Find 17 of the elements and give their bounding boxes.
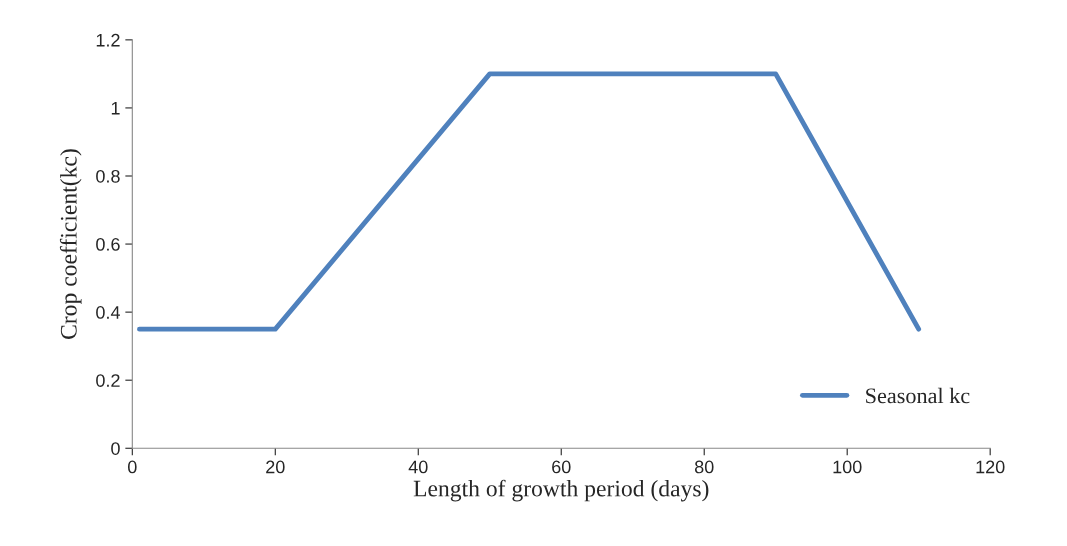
legend-label: Seasonal kc (866, 387, 970, 404)
y-tick-label: 0.4 (96, 306, 120, 319)
x-tick-label: 100 (833, 460, 862, 474)
x-tick-label: 20 (266, 460, 285, 474)
y-tick-label: 0.2 (96, 374, 120, 387)
y-tick-label: 0.8 (96, 169, 120, 183)
x-tick-label: 0 (127, 460, 137, 474)
x-axis-title: Length of growth period (days) (413, 479, 709, 502)
y-tick-label: 0.6 (96, 238, 120, 251)
x-tick-label: 40 (408, 460, 428, 474)
y-tick-label: 0 (111, 442, 120, 455)
x-tick-label: 60 (552, 460, 571, 474)
y-tick-label: 1.2 (96, 33, 120, 47)
x-tick-label: 80 (694, 460, 714, 474)
y-axis-title: Crop coefficient(kc) (59, 149, 82, 339)
x-tick-label: 120 (976, 460, 1005, 474)
y-tick-label: 1 (111, 102, 120, 115)
